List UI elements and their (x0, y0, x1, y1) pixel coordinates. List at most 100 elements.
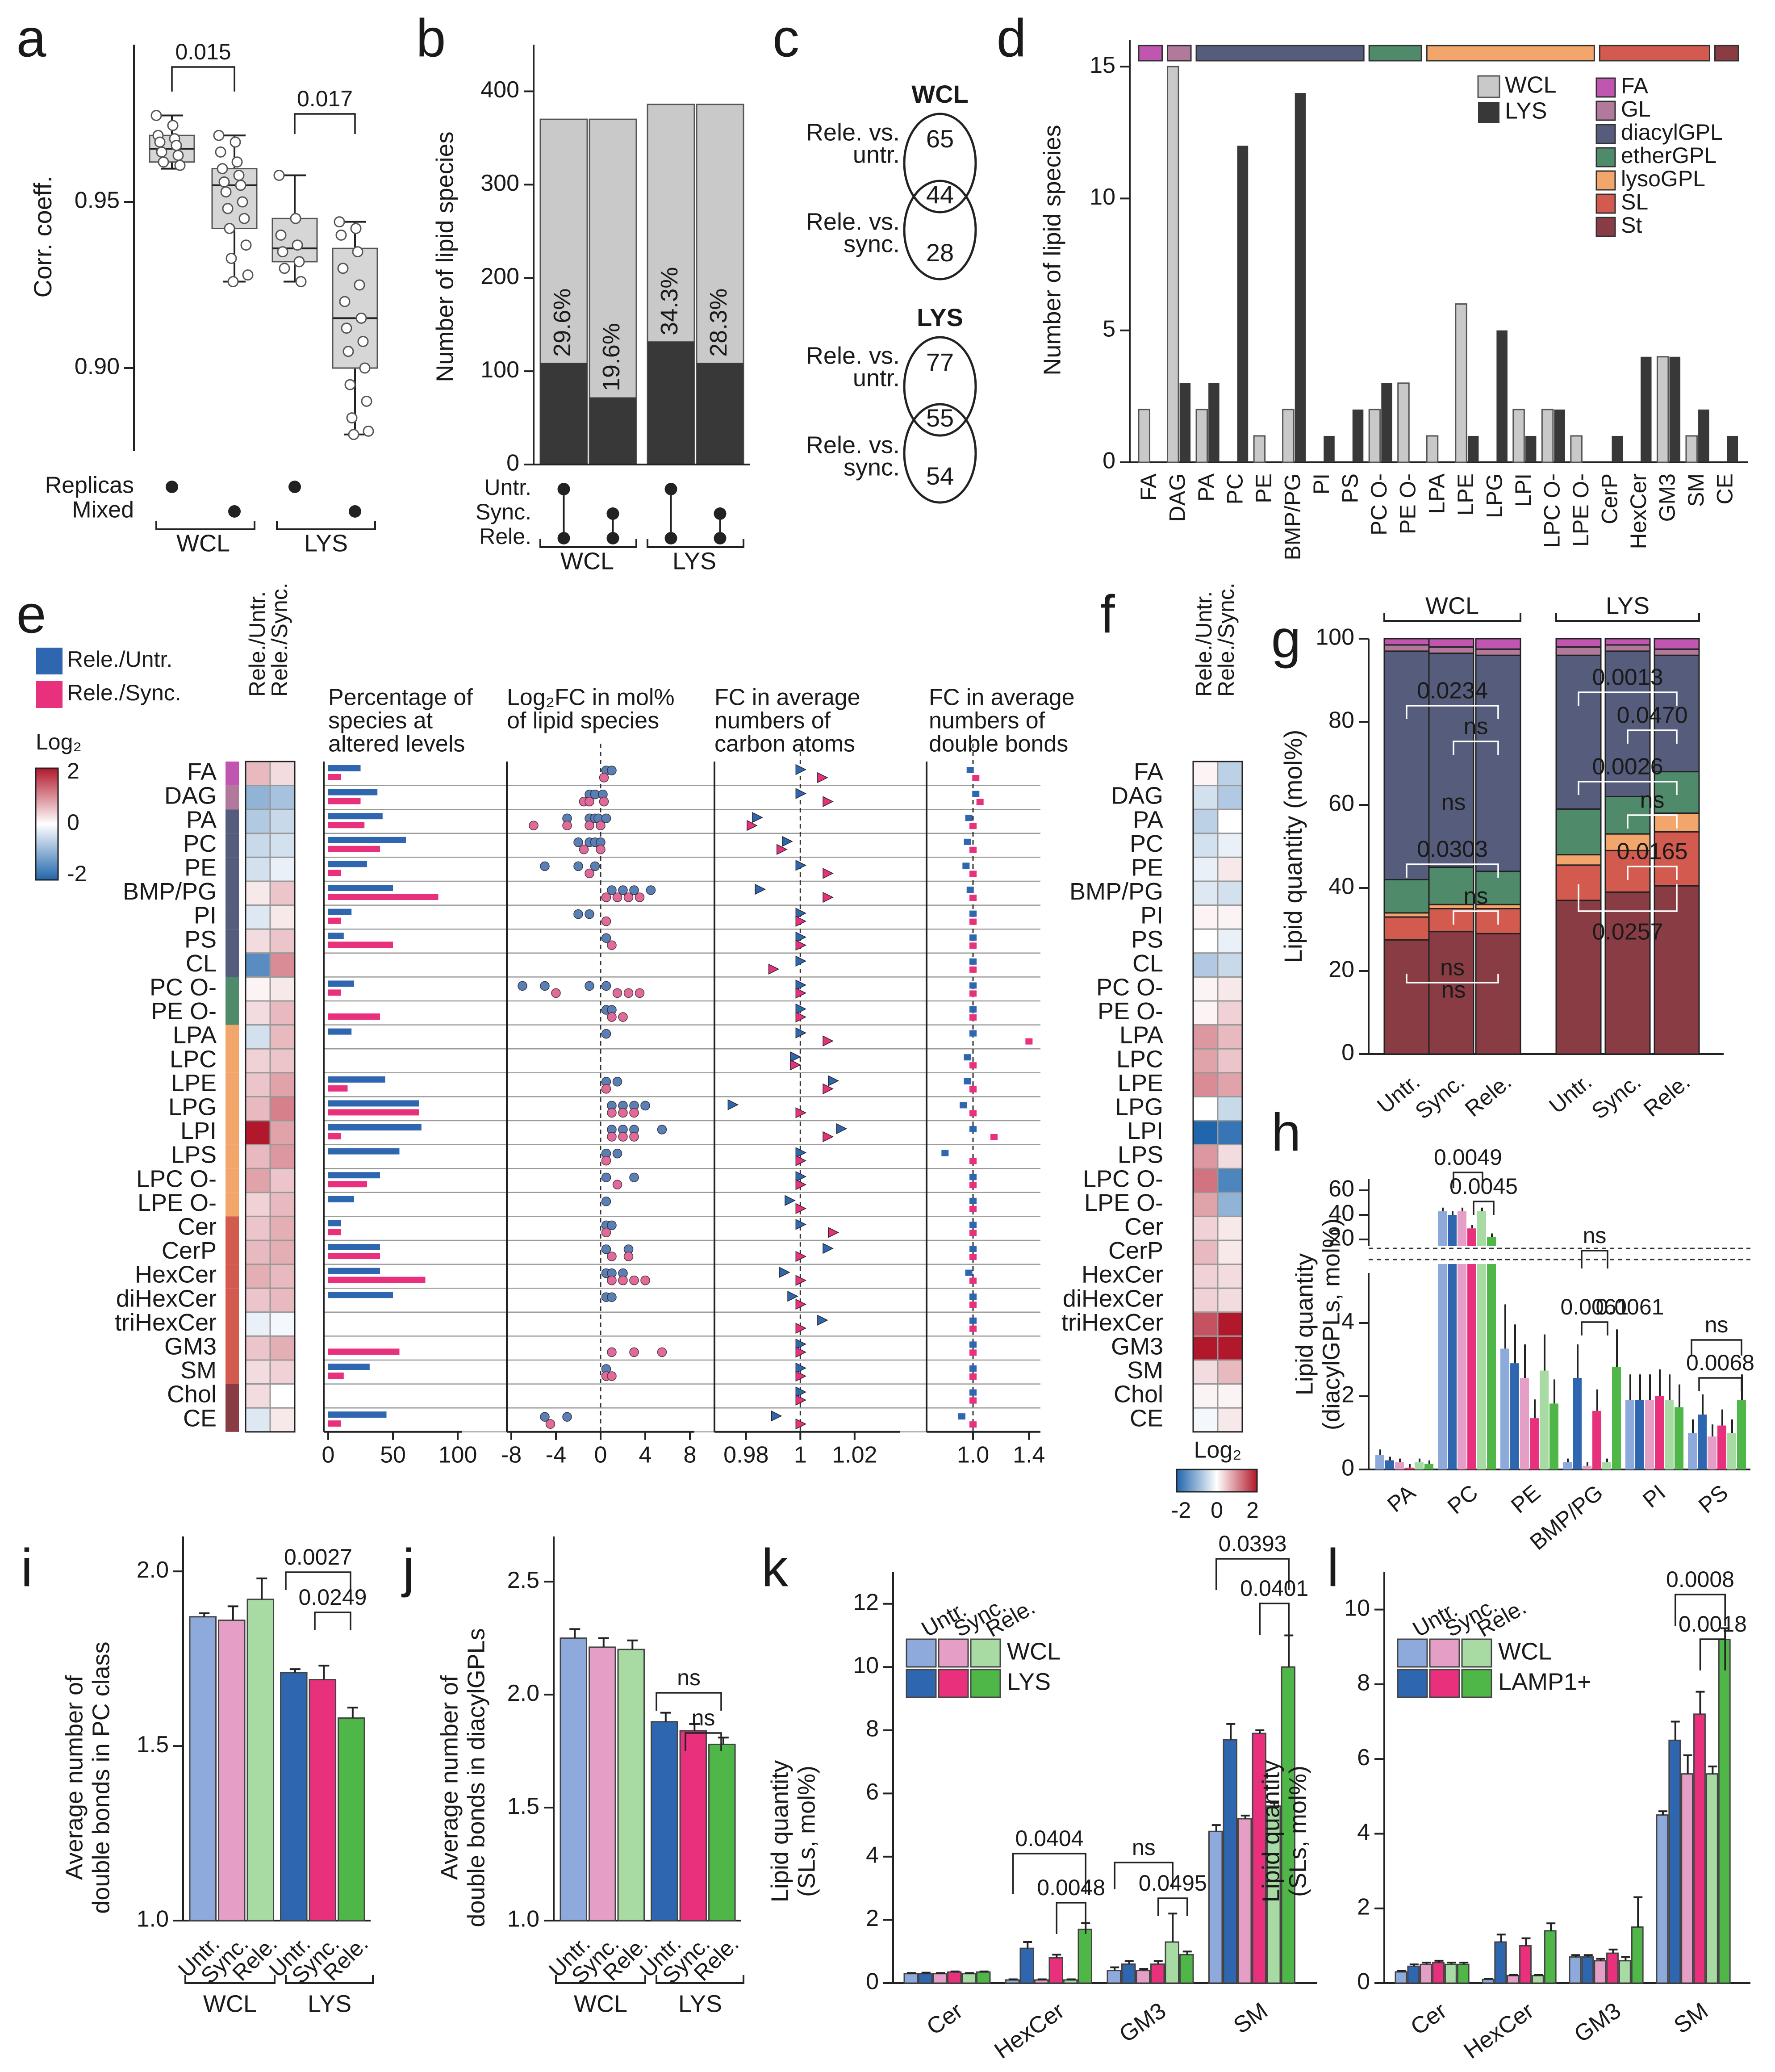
d-x-tick-label: LPA (1424, 473, 1449, 514)
a-point (352, 246, 363, 258)
e-heat-cell (245, 1048, 271, 1074)
e-carbon-marker (823, 1083, 834, 1095)
e-heat-cell (245, 1264, 271, 1289)
d-x-tick-label: CerP (1597, 473, 1622, 524)
d-legend-class-swatch (1595, 100, 1616, 121)
e-species-dot (585, 981, 594, 991)
e-row-label: FA (187, 758, 217, 785)
e-class-strip (226, 1288, 239, 1312)
e-carbon-marker (795, 1003, 806, 1015)
e-species-dot (596, 820, 606, 830)
d-legend-class-label: lysoGPL (1621, 166, 1705, 191)
f-row-label: LPE (1118, 1070, 1163, 1097)
f-row-label: Cer (1124, 1213, 1163, 1240)
b-bar-altered (540, 363, 587, 465)
e-dbond-marker (969, 1246, 977, 1252)
b-y-tick-label: 100 (480, 357, 519, 383)
a-point (230, 136, 241, 148)
f-row-label: LPS (1118, 1142, 1163, 1168)
g-y-tick-label: 20 (1328, 957, 1354, 983)
e-pct-bar (328, 1373, 344, 1379)
a-point (156, 146, 167, 158)
g-sig-pval: 0.0165 (1616, 839, 1687, 865)
e-class-strip (226, 1049, 239, 1073)
d-legend-class-label: GL (1621, 96, 1651, 121)
b-row-Untr.: Untr. (484, 475, 531, 500)
k-y-tick-label: 8 (866, 1716, 879, 1742)
e-species-dot (573, 909, 583, 919)
h-y-tick-label: 20 (1328, 1225, 1354, 1251)
j-y-label: double bonds in diacylGPLs (463, 1628, 489, 1927)
g-sig-pval: ns (1464, 883, 1488, 909)
d-legend-swatch (1478, 102, 1499, 123)
e-carbon-marker (787, 1290, 798, 1302)
d-bar (1669, 356, 1681, 462)
g-y-tick-label: 100 (1316, 624, 1354, 650)
l-bar (1519, 1945, 1532, 1984)
e-pct-bar (328, 837, 406, 843)
e-heat-cell (269, 1383, 296, 1409)
e-class-strip (226, 905, 239, 929)
a-point (222, 203, 234, 214)
k-bar (1136, 1970, 1150, 1984)
f-heat-cell (1217, 856, 1243, 882)
k-bar (1165, 1941, 1179, 1984)
l-sig-pval: 0.0018 (1679, 1612, 1747, 1637)
a-y-label: Corr. coeff. (29, 176, 57, 298)
k-bar (1223, 1739, 1237, 1984)
e-carbon-marker (795, 1418, 806, 1430)
g-stack-FA (1604, 638, 1651, 646)
i-y-tick-label: 2.0 (137, 1557, 169, 1583)
a-point (240, 239, 252, 251)
e-heat-cell (269, 761, 296, 787)
e-x-tick-label: 1 (794, 1442, 807, 1468)
e-row-label: GM3 (164, 1333, 217, 1360)
l-bar (1494, 1941, 1507, 1984)
h-bar (1540, 1370, 1549, 1469)
e-pct-bar (328, 917, 341, 924)
e-species-dot (629, 1108, 639, 1118)
e-dbond-marker (969, 1277, 977, 1284)
c-venn-value: 28 (926, 239, 954, 267)
e-species-dot (618, 1275, 628, 1285)
d-x-tick-label: LPE O- (1568, 473, 1593, 547)
f-heat-cell (1192, 1168, 1219, 1193)
e-species-dot (635, 892, 645, 902)
h-bar (1438, 1211, 1447, 1246)
e-row-label: LPA (173, 1022, 217, 1049)
g-sig-bracket (1578, 884, 1678, 912)
h-sig-pval: 0.0061 (1561, 1294, 1629, 1319)
e-carbon-marker (795, 1251, 806, 1262)
e-species-dot (607, 1220, 617, 1231)
e-class-strip (226, 833, 239, 858)
e-panel-header: species at (328, 708, 433, 734)
j-y-tick-label: 2.0 (507, 1680, 539, 1706)
a-point (290, 213, 301, 224)
b-bar-label: 34.3% (656, 267, 683, 335)
e-carbon-marker (795, 988, 806, 999)
e-carbon-marker (836, 1123, 848, 1134)
f-row-label: LPE O- (1084, 1189, 1163, 1216)
a-dot (349, 505, 361, 518)
e-pct-bar (328, 1411, 387, 1418)
e-species-dot (601, 892, 611, 902)
e-row-label: Chol (167, 1381, 217, 1408)
a-point (344, 379, 356, 390)
e-class-strip (226, 1264, 239, 1289)
c-venn-value: 54 (926, 462, 954, 490)
e-class-strip (226, 1384, 239, 1408)
e-dbond-marker (972, 791, 980, 797)
e-dbond-marker (964, 838, 971, 845)
d-legend-class-swatch (1595, 147, 1616, 167)
a-brace-wcl (155, 521, 255, 530)
a-point (233, 169, 245, 181)
e-dbond-marker (969, 1197, 977, 1204)
e-pct-bar (328, 1076, 385, 1083)
g-sig-bracket (1406, 705, 1499, 719)
e-row-label: LPC O- (136, 1165, 217, 1192)
e-dbond-marker (969, 823, 977, 829)
b-y-label: Number of lipid species (431, 131, 458, 382)
e-pct-bar (328, 1133, 341, 1139)
c-venn-circle-top (903, 113, 977, 213)
g-sig-pval: 0.0234 (1417, 678, 1488, 704)
